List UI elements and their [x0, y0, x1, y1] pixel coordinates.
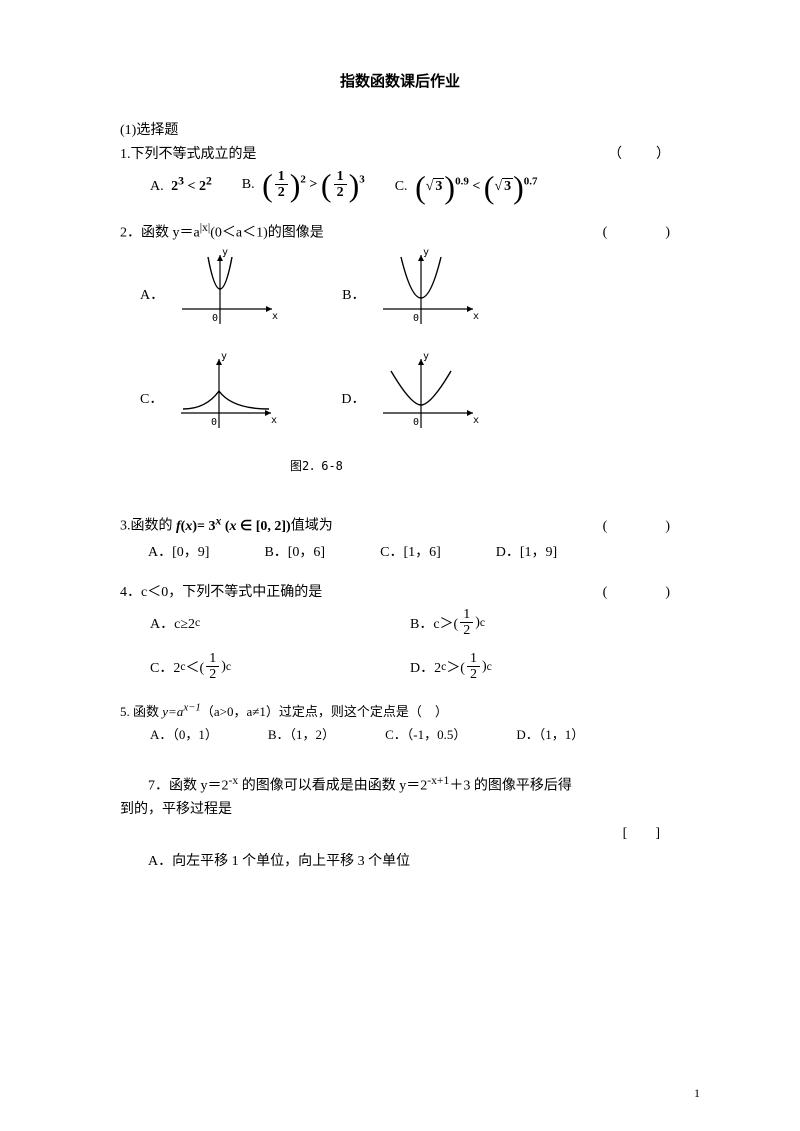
- q1-c-rad2: 3: [502, 178, 513, 195]
- svg-text:0: 0: [413, 417, 419, 428]
- svg-text:0: 0: [413, 313, 419, 324]
- q7-opt-a: A．向左平移 1 个单位，向上平移 3 个单位: [120, 850, 680, 874]
- q2-graphs-row1: A． y x 0 B． y x 0: [140, 249, 680, 339]
- q1-b-er: 3: [359, 173, 365, 185]
- q1-c-er: 0.7: [524, 175, 538, 187]
- q2-graphs-row2: C． y x 0 D． y x 0: [140, 353, 680, 443]
- q5-opt-c: C．（-1，0.5）: [385, 724, 466, 743]
- q1-b-label: B.: [242, 177, 255, 193]
- q2-label-d: D．: [341, 388, 365, 408]
- figure-caption: 图2．6-8: [290, 457, 680, 474]
- page-number: 1: [694, 1086, 700, 1101]
- q1-a-br: 2: [199, 179, 206, 194]
- q3-options: A．[0，9] B．[0，6] C．[1，6] D．[1，9]: [148, 541, 680, 561]
- q1-a-label: A.: [150, 179, 164, 195]
- q2-label-a: A．: [140, 284, 164, 304]
- q1-text: 1.下列不等式成立的是: [120, 143, 257, 163]
- question-2: 2．函数 y＝a|x|(0＜a＜1)的图像是 ( ): [120, 221, 680, 242]
- question-1: 1.下列不等式成立的是 （ ）: [120, 143, 680, 163]
- q1-a-rel: <: [187, 179, 195, 194]
- svg-text:y: y: [221, 351, 227, 362]
- q1-opt-c: C. (√3)0.9 < (√3)0.7: [395, 175, 538, 195]
- q1-c-el: 0.9: [455, 175, 469, 187]
- q5-opt-a: A．（0，1）: [150, 724, 218, 743]
- graph-a-svg: y x 0: [172, 249, 282, 339]
- q1-c-rel: <: [472, 179, 480, 194]
- graph-c-svg: y x 0: [171, 353, 281, 443]
- svg-text:x: x: [473, 311, 479, 322]
- svg-text:x: x: [272, 311, 278, 322]
- q2-sup: |x|: [200, 221, 211, 234]
- q1-options: A. 23 < 22 B. (12)2 > (12)3 C. (√3)0.9 <…: [150, 169, 680, 201]
- q3-opt-d: D．[1，9]: [496, 541, 557, 561]
- q4-opt-b: B．c＞(12)c: [410, 607, 670, 639]
- q2-graph-b: B． y x 0: [342, 249, 483, 339]
- q1-b-den2: 2: [334, 185, 347, 200]
- q3-paren: ( ): [603, 515, 680, 535]
- graph-b-svg: y x 0: [373, 249, 483, 339]
- q4-text: 4．c＜0，下列不等式中正确的是: [120, 581, 322, 601]
- q1-opt-b: B. (12)2 > (12)3: [242, 169, 365, 201]
- q1-c-rad1: 3: [433, 178, 444, 195]
- svg-text:0: 0: [211, 417, 217, 428]
- q5-options: A．（0，1） B．（1，2） C．（-1，0.5） D．（1，1）: [150, 724, 680, 743]
- q4-opt-c: C．2c＜(12)c: [150, 651, 410, 683]
- q1-paren: （ ）: [608, 143, 680, 163]
- q7-line2: 到的，平移过程是: [120, 798, 680, 822]
- q1-b-rel: >: [309, 177, 317, 192]
- question-3: 3.函数的 f(x)= 3x (x ∈ [0, 2])值域为 ( ): [120, 514, 680, 535]
- q7-bracket: [ ]: [120, 822, 660, 846]
- q2-label-b: B．: [342, 284, 365, 304]
- q4-opt-d: D．2c＞(12)c: [410, 651, 670, 683]
- q2-graph-d: D． y x 0: [341, 353, 483, 443]
- q2-graph-a: A． y x 0: [140, 249, 282, 339]
- q4-opt-a: A．c≥2c: [150, 607, 410, 639]
- q3-opt-b: B．[0，6]: [264, 541, 325, 561]
- q1-b-el: 2: [300, 173, 306, 185]
- q4-options: A．c≥2c B．c＞(12)c C．2c＜(12)c D．2c＞(12)c: [150, 607, 680, 683]
- q2-text: 2．函数 y＝a|x|(0＜a＜1)的图像是: [120, 221, 324, 242]
- q1-c-label: C.: [395, 179, 408, 195]
- q3-opt-a: A．[0，9]: [148, 541, 209, 561]
- q4-paren: ( ): [603, 581, 680, 601]
- q5-opt-b: B．（1，2）: [268, 724, 335, 743]
- q1-a-er: 2: [206, 175, 212, 188]
- q1-b-num2: 1: [334, 169, 347, 185]
- q3-opt-c: C．[1，6]: [380, 541, 441, 561]
- q2-label-c: C．: [140, 388, 163, 408]
- q2-paren: ( ): [603, 221, 680, 241]
- q3-text: 3.函数的 f(x)= 3x (x ∈ [0, 2])值域为: [120, 514, 333, 535]
- section-header: (1)选择题: [120, 119, 680, 139]
- page-title: 指数函数课后作业: [120, 70, 680, 91]
- svg-text:y: y: [423, 247, 429, 258]
- svg-text:0: 0: [212, 313, 218, 324]
- q1-b-den: 2: [275, 185, 288, 200]
- q5-opt-d: D．（1，1）: [516, 724, 584, 743]
- q1-b-num: 1: [275, 169, 288, 185]
- q1-opt-a: A. 23 < 22: [150, 175, 212, 196]
- q2-graph-c: C． y x 0: [140, 353, 281, 443]
- svg-text:x: x: [473, 415, 479, 426]
- graph-d-svg: y x 0: [373, 353, 483, 443]
- svg-text:y: y: [423, 351, 429, 362]
- q1-a-el: 3: [178, 175, 184, 188]
- question-5: 5. 函数 y=ax−1（a>0，a≠1）过定点，则这个定点是（ ）: [120, 701, 680, 720]
- svg-text:x: x: [271, 415, 277, 426]
- question-4: 4．c＜0，下列不等式中正确的是 ( ): [120, 581, 680, 601]
- svg-text:y: y: [222, 247, 228, 258]
- question-7: 7．函数 y＝2-x 的图像可以看成是由函数 y＝2-x+1＋3 的图像平移后得…: [120, 771, 680, 874]
